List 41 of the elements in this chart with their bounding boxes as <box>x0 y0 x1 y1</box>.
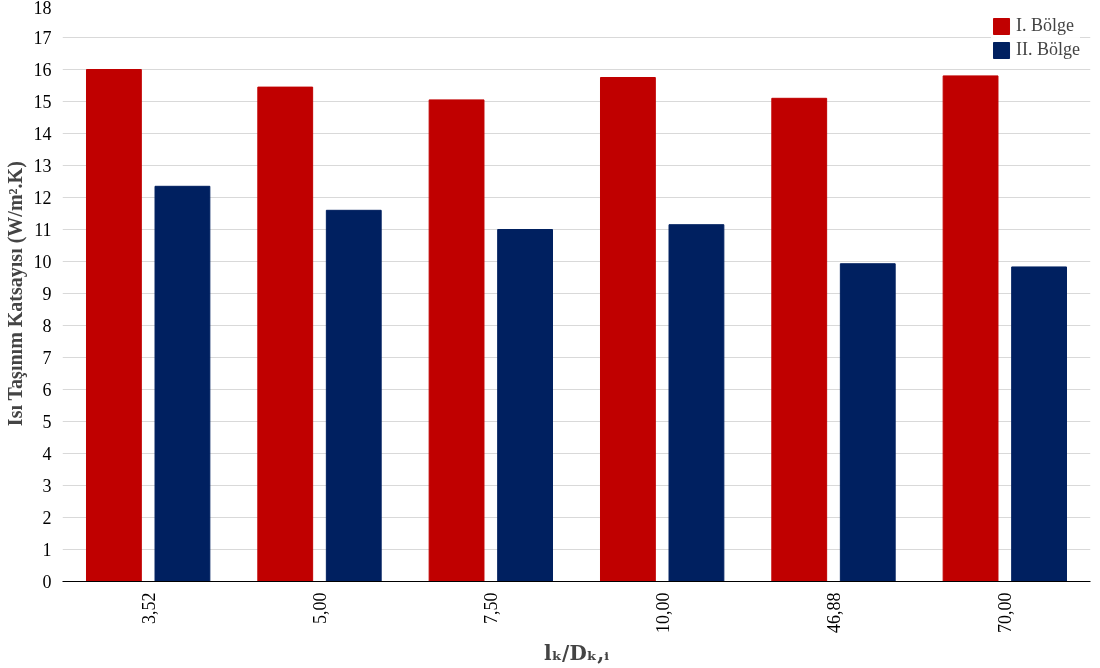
x-tick-label: 5,00 <box>310 592 330 624</box>
y-tick-label: 16 <box>33 60 52 80</box>
y-tick-label: 14 <box>33 124 52 144</box>
bar <box>325 209 382 582</box>
bar <box>497 229 554 582</box>
y-tick-label: 7 <box>42 348 52 368</box>
bar <box>1011 266 1068 582</box>
y-tick-label: 8 <box>42 316 52 336</box>
x-tick-label: 7,50 <box>481 592 502 624</box>
y-tick-label: 4 <box>42 444 52 464</box>
bar <box>428 99 485 582</box>
bar <box>771 97 828 582</box>
x-tick-label: 46,88 <box>824 592 844 633</box>
y-tick-label: 5 <box>42 412 52 432</box>
bar <box>85 69 142 582</box>
y-tick-label: 12 <box>33 188 52 208</box>
legend-label: I. Bölge <box>1016 15 1075 36</box>
y-tick-label: 0 <box>42 572 52 592</box>
bar <box>154 185 211 582</box>
y-tick-label: 18 <box>33 0 52 18</box>
y-tick-label: 13 <box>33 156 52 176</box>
y-tick-label: 9 <box>42 284 52 304</box>
bar <box>599 77 656 582</box>
y-tick-label: 11 <box>34 220 52 240</box>
x-tick-label: 10,00 <box>652 592 673 633</box>
x-tick-label: 70,00 <box>995 592 1016 633</box>
y-tick-label: 15 <box>33 92 52 112</box>
y-tick-label: 10 <box>33 252 52 272</box>
y-tick-label: 17 <box>33 28 52 48</box>
y-axis-title: Isı Taşınım Katsayısı (W/m².K) <box>3 161 27 427</box>
y-tick-label: 3 <box>42 476 52 496</box>
legend-label: II. Bölge <box>1016 39 1080 60</box>
bar <box>257 86 314 582</box>
x-axis-title: lₖ/Dₖ,ᵢ <box>544 641 610 665</box>
bar <box>839 263 896 582</box>
x-tick-label: 3,52 <box>138 592 159 624</box>
bar <box>942 75 999 582</box>
y-tick-label: 1 <box>42 540 52 560</box>
bar <box>668 224 725 582</box>
y-tick-label: 6 <box>42 380 52 400</box>
y-tick-label: 2 <box>42 508 52 528</box>
